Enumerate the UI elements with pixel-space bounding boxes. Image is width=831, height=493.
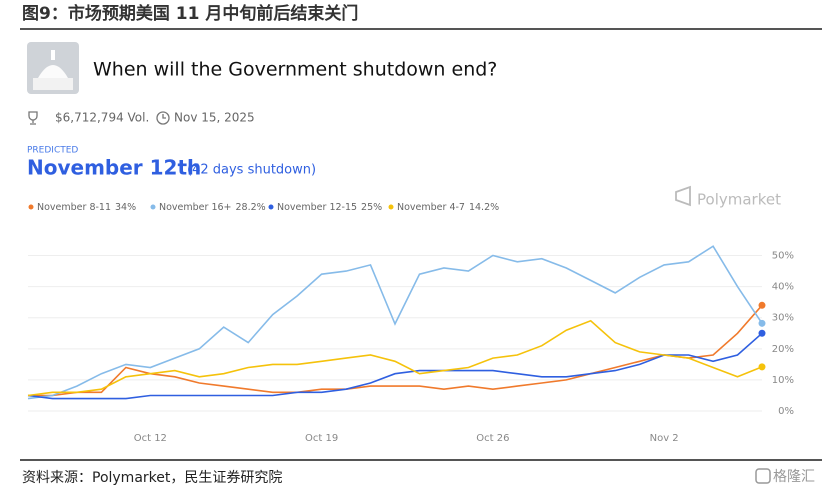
plot: 0% 10% 20% 30% 40% 50% Oct 12 Oct 19 Oct 26 Nov 2	[27, 245, 794, 444]
brand: Polymarket	[697, 191, 781, 209]
legend-current: 14.2%	[469, 202, 499, 213]
current-dot	[758, 363, 766, 371]
series-line	[27, 245, 763, 400]
legend-name: November 8-11	[37, 202, 111, 213]
y-tick-label: 50%	[772, 251, 794, 262]
predicted-outcome: November 12th	[27, 156, 201, 180]
figure-title: 图9：市场预期美国 11 月中旬前后结束关门	[22, 3, 358, 24]
source: 资料来源：Polymarket，民生证券研究院	[22, 470, 282, 486]
legend-name: November 4-7	[397, 202, 465, 213]
legend-label: November 12-15 25%	[277, 202, 382, 213]
current-dot	[758, 319, 766, 327]
clock-icon	[156, 111, 170, 125]
y-tick-label: 10%	[772, 375, 794, 386]
y-tick-label: 30%	[772, 313, 794, 324]
legend-label: November 4-7 14.2%	[397, 202, 499, 213]
x-tick-label: Oct 19	[305, 433, 338, 444]
legend-label: November 8-11 34%	[37, 202, 136, 213]
x-tick-label: Oct 26	[476, 433, 509, 444]
legend-name: November 12-15	[277, 202, 357, 213]
predicted-label: PREDICTED	[27, 146, 78, 156]
series-line	[28, 304, 763, 397]
brand-logo: Polymarket	[675, 185, 781, 209]
current-dot	[758, 301, 766, 309]
legend-swatch	[150, 204, 156, 210]
current-dot	[758, 329, 766, 337]
volume: $6,712,794 Vol.	[55, 111, 149, 125]
watermark-logo	[755, 468, 771, 484]
trophy-icon	[28, 111, 38, 125]
end-date: Nov 15, 2025	[174, 111, 255, 125]
legend-current: 25%	[361, 202, 382, 213]
legend-swatch	[268, 204, 274, 210]
x-tick-label: Nov 2	[650, 433, 679, 444]
legend-label: November 16+ 28.2%	[159, 202, 266, 213]
legend-current: 34%	[115, 202, 136, 213]
clock-hand	[162, 114, 166, 119]
y-tick-label: 20%	[772, 344, 794, 355]
y-tick-label: 0%	[778, 406, 794, 417]
x-tick-label: Oct 12	[134, 433, 167, 444]
legend-current: 28.2%	[236, 202, 266, 213]
series-line	[27, 319, 763, 397]
legend-name: November 16+	[159, 202, 232, 213]
legend-swatch	[28, 204, 34, 210]
y-tick-label: 40%	[772, 282, 794, 293]
market-title: When will the Government shutdown end?	[93, 59, 497, 81]
watermark: 格隆汇	[773, 469, 815, 485]
legend-swatch	[388, 204, 394, 210]
series-line	[27, 332, 763, 400]
legend: November 8-11 34% November 16+ 28.2% Novembe…	[28, 202, 499, 213]
predicted-note: (42 days shutdown)	[187, 163, 316, 178]
market-image	[27, 42, 79, 94]
